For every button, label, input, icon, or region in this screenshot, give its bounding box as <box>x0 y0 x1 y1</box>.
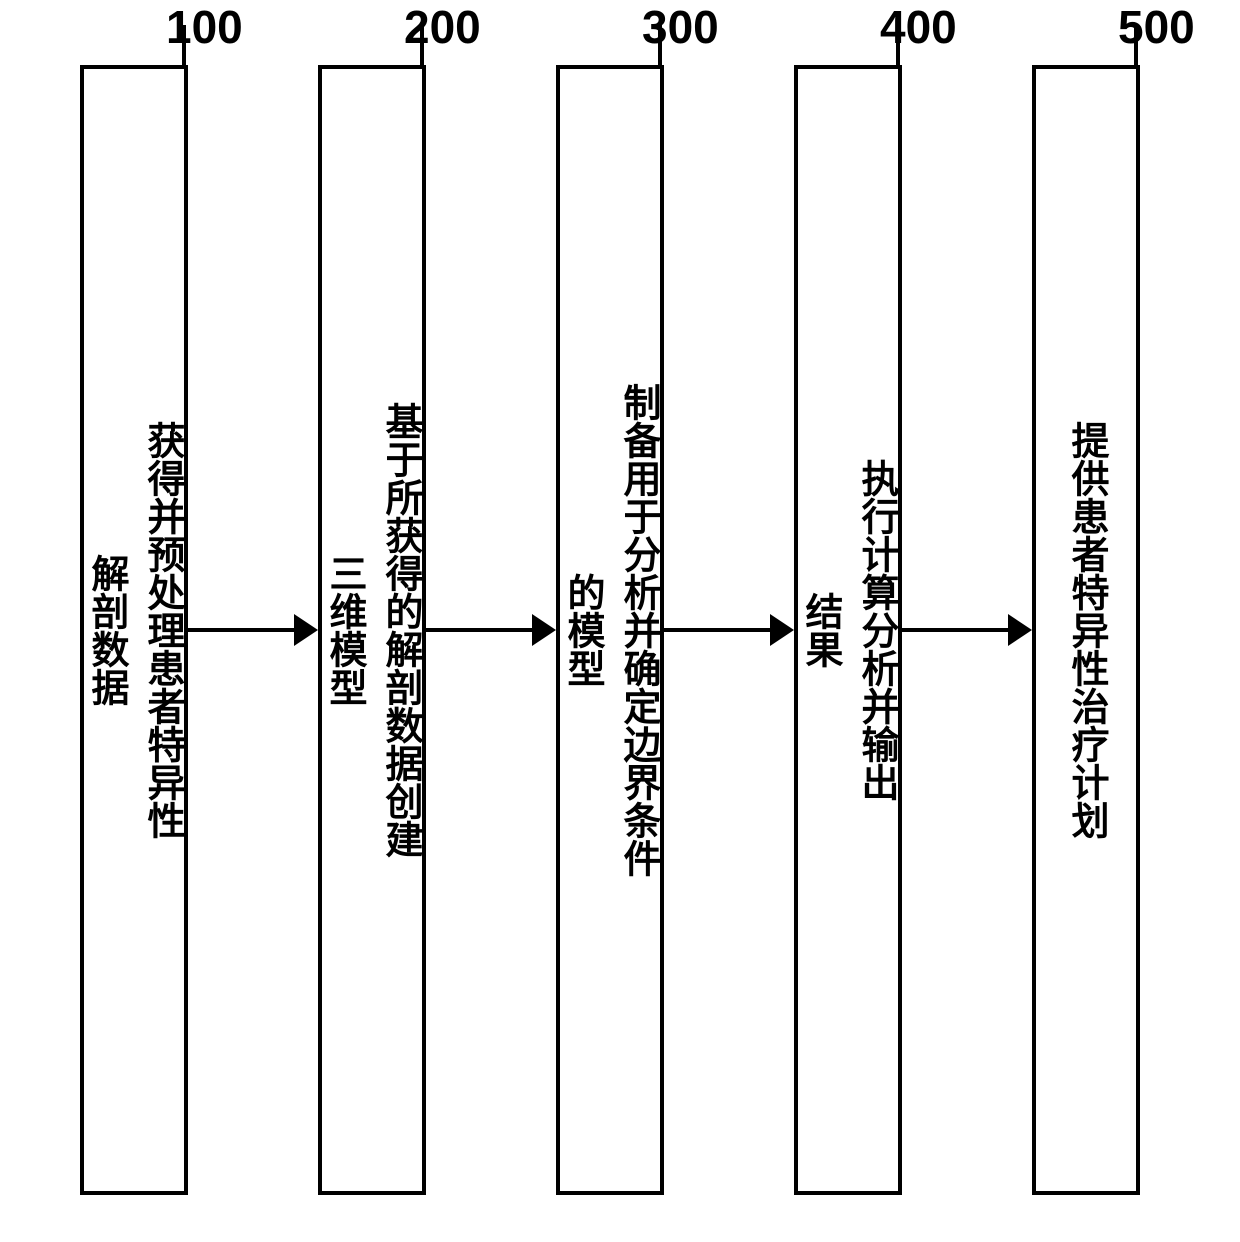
flow-step-text: 制备用于分析并确定边界条件 的模型 <box>554 383 666 877</box>
flow-step-200: 基于所获得的解剖数据创建 三维模型 <box>318 65 426 1195</box>
flow-step-label: 200 <box>404 0 481 54</box>
flow-arrow-head-icon <box>1008 614 1032 646</box>
flow-step-text: 基于所获得的解剖数据创建 三维模型 <box>316 402 428 858</box>
flow-arrow-shaft <box>664 628 772 632</box>
flow-arrow-head-icon <box>770 614 794 646</box>
flow-arrow-shaft <box>902 628 1010 632</box>
flow-step-100: 获得并预处理患者特异性 解剖数据 <box>80 65 188 1195</box>
flow-arrow-head-icon <box>294 614 318 646</box>
flow-step-text: 执行计算分析并输出 结果 <box>792 459 904 801</box>
flow-step-label: 100 <box>166 0 243 54</box>
flow-step-text: 提供患者特异性治疗计划 <box>1058 421 1114 839</box>
flow-arrow-shaft <box>188 628 296 632</box>
flow-step-400: 执行计算分析并输出 结果 <box>794 65 902 1195</box>
flow-step-label: 300 <box>642 0 719 54</box>
flow-arrow-head-icon <box>532 614 556 646</box>
flow-step-label: 400 <box>880 0 957 54</box>
flow-step-label: 500 <box>1118 0 1195 54</box>
flow-step-300: 制备用于分析并确定边界条件 的模型 <box>556 65 664 1195</box>
flow-arrow-shaft <box>426 628 534 632</box>
flow-step-text: 获得并预处理患者特异性 解剖数据 <box>78 421 190 839</box>
flow-step-500: 提供患者特异性治疗计划 <box>1032 65 1140 1195</box>
